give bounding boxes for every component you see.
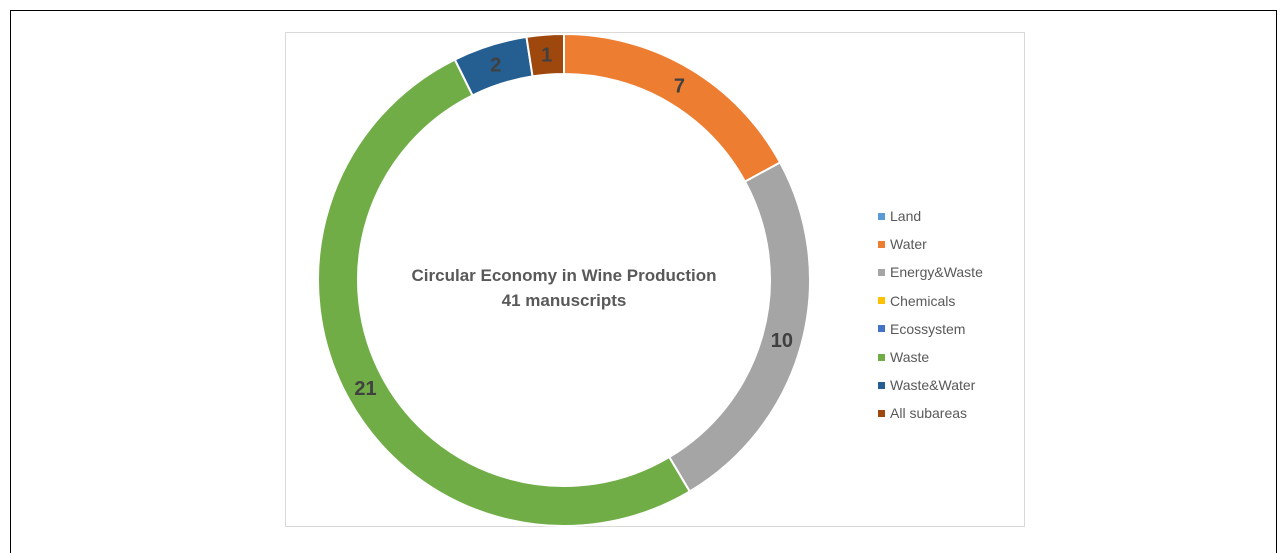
legend-swatch — [878, 240, 885, 248]
data-label-water: 7 — [674, 76, 685, 98]
legend-label: Water — [890, 236, 927, 253]
legend-item-land: Land — [878, 202, 983, 230]
legend-item-ecossystem: Ecossystem — [878, 315, 983, 343]
legend-item-chemicals: Chemicals — [878, 287, 983, 315]
legend-swatch — [878, 325, 885, 333]
slice-waste — [317, 58, 692, 527]
legend-item-waste: Waste — [878, 343, 983, 371]
legend-label: Waste&Water — [890, 377, 976, 394]
data-label-waste: 21 — [354, 378, 376, 400]
legend-swatch — [878, 212, 885, 220]
center-title: Circular Economy in Wine Production — [412, 266, 717, 285]
data-label-all-subareas: 1 — [541, 45, 552, 67]
legend-label: All subareas — [890, 405, 968, 422]
legend-swatch — [878, 353, 885, 361]
slice-all-subareas — [525, 32, 565, 78]
legend-item-all-subareas: All subareas — [878, 399, 983, 427]
chart-legend: Land Water Energy&Waste Chemicals Ecossystem… — [878, 202, 983, 428]
center-subtitle: 41 manuscripts — [502, 291, 627, 310]
data-label-waste-water: 2 — [490, 55, 501, 77]
legend-label: Chemicals — [890, 292, 956, 309]
legend-swatch — [878, 268, 885, 276]
legend-label: Land — [890, 208, 922, 225]
slice-energy-waste — [667, 161, 811, 493]
slice-water — [563, 32, 782, 183]
legend-swatch — [878, 381, 885, 389]
legend-label: Energy&Waste — [890, 264, 983, 281]
legend-item-water: Water — [878, 230, 983, 258]
legend-item-energy-waste: Energy&Waste — [878, 258, 983, 286]
legend-label: Waste — [890, 349, 930, 366]
outer-frame — [10, 10, 1277, 553]
legend-swatch — [878, 409, 885, 417]
legend-label: Ecossystem — [890, 320, 966, 337]
data-label-energy-waste: 10 — [771, 330, 793, 352]
legend-swatch — [878, 297, 885, 305]
legend-item-waste-water: Waste&Water — [878, 371, 983, 399]
